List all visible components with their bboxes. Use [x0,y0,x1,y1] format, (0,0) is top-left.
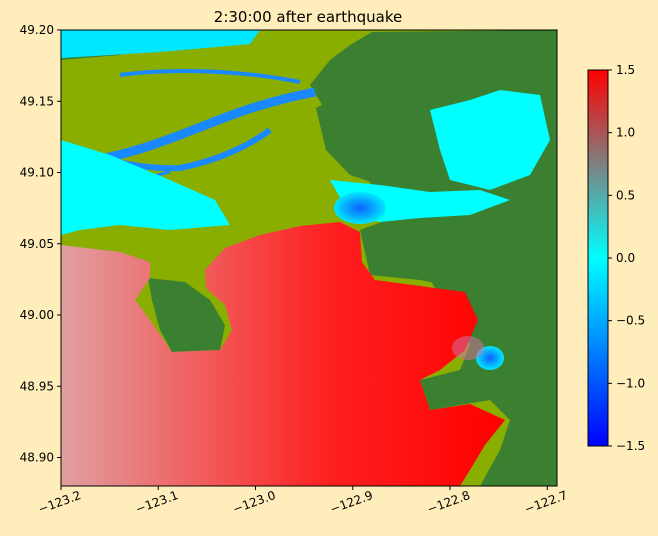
river-branch-north [119,68,301,84]
y-tick-label: 49.05 [20,237,54,251]
y-tick-label: 48.90 [20,451,54,465]
plot-area [61,30,557,486]
y-tick-label: 49.10 [20,166,54,180]
blue-depression-center [334,192,386,224]
y-tick-label: 49.00 [20,308,54,322]
y-tick-label: 48.95 [20,379,54,393]
y-tick-label: 49.20 [20,23,54,37]
x-tick-label: −122.8 [425,488,472,516]
x-tick-label: −122.7 [523,488,570,516]
bay-shallows-north [430,90,550,190]
plot-frame [60,29,558,487]
north-water-band [61,30,260,58]
land-upland-peninsula [148,278,225,352]
colorbar-tick-label: 1.0 [616,126,635,140]
colorbar-gradient [587,69,609,447]
colorbar-ticks: −1.5 −1.0 −0.5 0.0 0.5 1.0 1.5 [608,63,645,453]
land-upland-ridge [316,95,450,195]
water-channels [61,30,550,370]
x-axis: −123.2 −123.1 −123.0 −122.9 −122.8 −122.7 [36,486,569,516]
land-upland-southeast [360,200,557,486]
tidal-flat-west [61,140,230,235]
colorbar-tick-label: −1.0 [616,376,645,390]
y-axis: 48.90 48.95 49.00 49.05 49.10 49.15 49.20 [20,23,61,465]
x-tick-label: −123.2 [36,488,83,516]
x-tick-label: −123.0 [231,488,278,516]
colorbar-tick-label: −0.5 [616,314,645,328]
colorbar: −1.5 −1.0 −0.5 0.0 0.5 1.0 1.5 [587,63,645,453]
wave-high-water [61,222,505,486]
colorbar-tick-label: 1.5 [616,63,635,77]
x-tick-label: −122.9 [328,488,375,516]
colorbar-tick-label: −1.5 [616,439,645,453]
colorbar-tick-label: 0.5 [616,188,635,202]
fraser-river [94,87,316,165]
colorbar-tick-label: 0.0 [616,251,635,265]
wave-edge-east-haze [452,336,484,360]
chart-title: 2:30:00 after earthquake [214,8,402,26]
x-tick-label: −123.1 [134,488,181,516]
y-tick-label: 49.15 [20,94,54,108]
